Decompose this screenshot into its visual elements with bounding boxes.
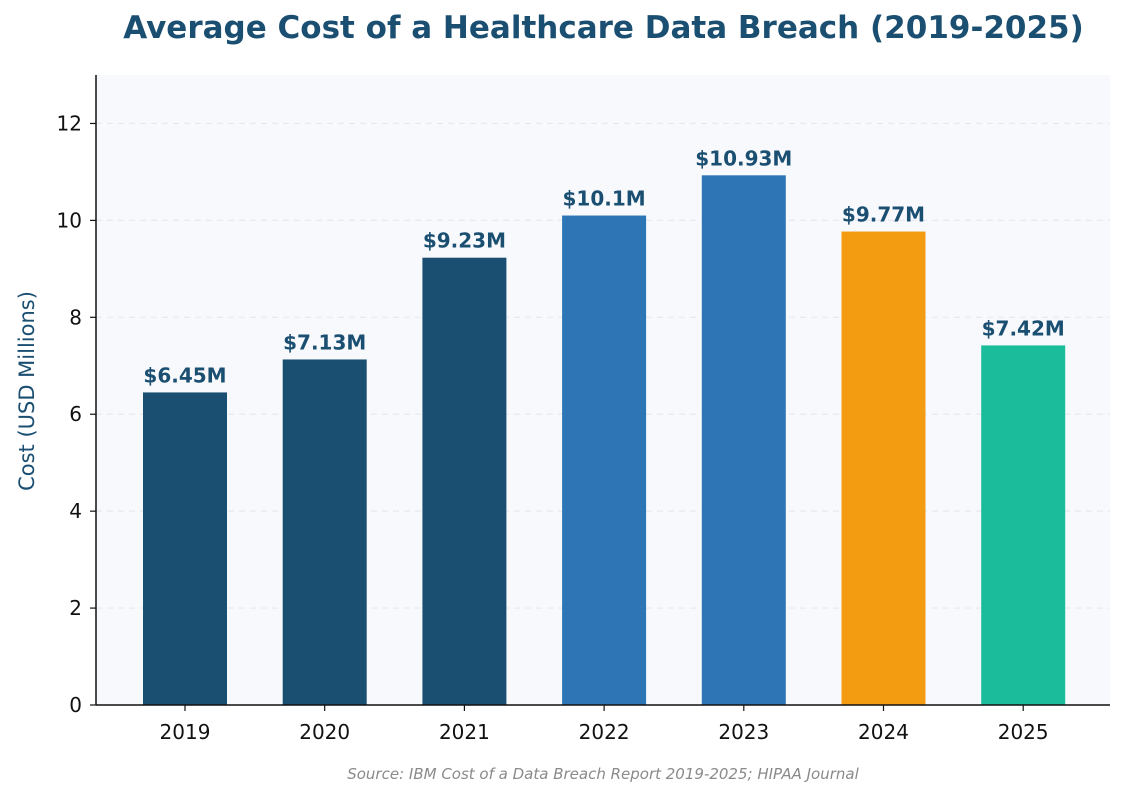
bar-2019 [143, 392, 227, 705]
x-ticks: 2019 2020 2021 2022 2023 2024 2025 [160, 705, 1049, 744]
x-tick-label-2024: 2024 [858, 720, 909, 744]
value-label-2020: $7.13M [283, 330, 366, 354]
bar-2022 [562, 215, 647, 706]
value-label-2021: $9.23M [423, 229, 506, 253]
y-tick-label: 8 [69, 305, 82, 329]
axes [95, 75, 1110, 706]
value-labels: $6.45M $7.13M $9.23M $10.1M $10.93M $9.77M $7.… [143, 146, 1064, 387]
x-tick-label-2019: 2019 [160, 720, 211, 744]
y-tick-label: 6 [69, 402, 82, 426]
y-ticks: 0 2 4 6 8 10 12 [57, 111, 96, 717]
y-tick-label: 4 [69, 499, 82, 523]
bar-2025 [981, 345, 1066, 705]
y-tick-label: 2 [69, 596, 82, 620]
y-tick-label: 0 [69, 693, 82, 717]
bars [143, 175, 1066, 706]
value-label-2019: $6.45M [143, 363, 226, 387]
value-label-2025: $7.42M [982, 316, 1065, 340]
source-note: Source: IBM Cost of a Data Breach Report… [347, 765, 859, 783]
value-label-2024: $9.77M [842, 203, 925, 227]
x-tick-label-2022: 2022 [579, 720, 630, 744]
x-tick-label-2025: 2025 [998, 720, 1049, 744]
value-label-2022: $10.1M [563, 187, 646, 211]
bar-2020 [282, 359, 367, 705]
chart-title: Average Cost of a Healthcare Data Breach… [123, 10, 1084, 46]
x-tick-label-2020: 2020 [299, 720, 350, 744]
y-tick-label: 10 [57, 208, 82, 232]
y-axis-title: Cost (USD Millions) [15, 291, 39, 491]
bar-2024 [841, 231, 926, 705]
y-tick-label: 12 [57, 111, 82, 135]
value-label-2023: $10.93M [695, 146, 792, 170]
x-tick-label-2021: 2021 [439, 720, 490, 744]
bar-2023 [701, 175, 786, 706]
bar-2021 [422, 257, 507, 705]
x-tick-label-2023: 2023 [718, 720, 769, 744]
